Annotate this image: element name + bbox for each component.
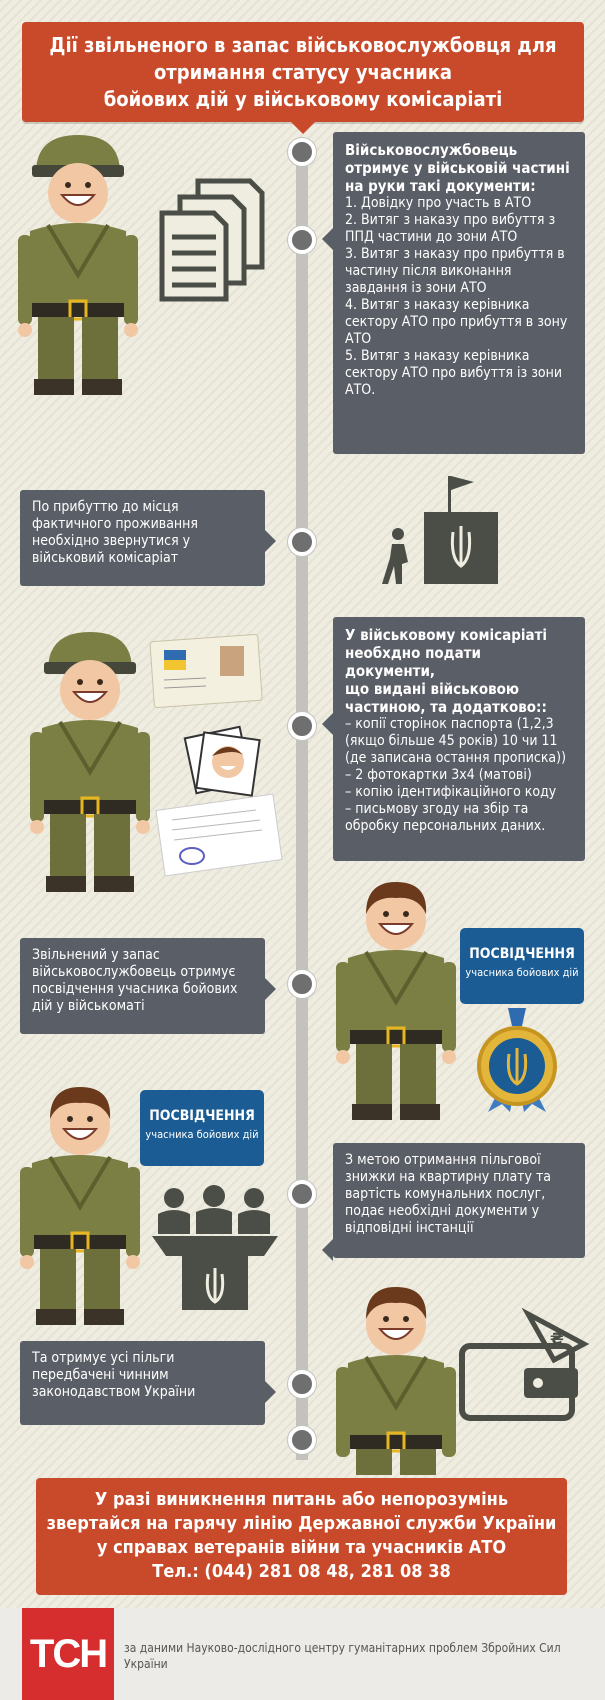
step3-heading: необхдно подати документи, xyxy=(345,644,481,680)
step6-text: Та отримує усі пільги передбачені чинним… xyxy=(32,1350,196,1400)
step4-info-box: Звільнений у запас військовослужбовець о… xyxy=(20,938,276,1034)
step1-heading: Військовослужбовець xyxy=(345,141,518,159)
certificate-card: ПОСВІДЧЕННЯ учасника бойових дій xyxy=(140,1090,264,1166)
soldier-illustration xyxy=(336,1287,456,1475)
hotline-banner: У разі виникнення питань або непорозумін… xyxy=(36,1478,567,1595)
step1-info-box: Військовослужбовець отримує у військовій… xyxy=(322,132,585,454)
step1-item: 3. Витяг з наказу про прибуття в частину… xyxy=(345,246,565,296)
consent-form-icon xyxy=(155,793,283,877)
title-line-2: отримання статусу учасника xyxy=(153,60,453,84)
timeline-dot xyxy=(288,138,316,166)
timeline-dot xyxy=(288,1370,316,1398)
wallet-icon: ₴ xyxy=(459,1307,590,1421)
source-note: за даними Науково-дослідного центру гума… xyxy=(124,1641,561,1671)
step3-item: – письмову згоду на збір та обробку перс… xyxy=(345,801,546,834)
soldier-illustration xyxy=(20,1087,140,1325)
hotline-line: звертайся на гарячу лінію Державної служ… xyxy=(46,1513,557,1534)
title-line-3: бойових дій у військовому комісаріаті xyxy=(103,87,503,111)
documents-icon xyxy=(159,178,265,302)
timeline-dot xyxy=(288,1426,316,1454)
soldier-helmet-illustration xyxy=(18,135,138,395)
step4-text: Звільнений у запас військовослужбовець о… xyxy=(32,947,238,1014)
hotline-line: у справах ветеранів війни та учасників А… xyxy=(96,1537,507,1558)
step3-item: – 2 фотокартки 3х4 (матові) xyxy=(345,767,532,783)
certificate-card: ПОСВІДЧЕННЯ учасника бойових дій xyxy=(460,928,584,1004)
hotline-phone: Тел.: (044) 281 08 48, 281 08 38 xyxy=(152,1561,451,1582)
medal-icon xyxy=(477,1008,557,1112)
certificate-subtitle: учасника бойових дій xyxy=(145,1128,259,1141)
step5-info-box: З метою отримання пільгової знижки на кв… xyxy=(322,1143,585,1261)
step3-info-box: У військовому комісаріаті необхдно подат… xyxy=(322,617,585,861)
step3-item: – копію ідентифікаційного коду xyxy=(345,784,557,800)
timeline-dot xyxy=(288,528,316,556)
step2-text: По прибуттю до місця фактичного проживан… xyxy=(32,499,198,566)
timeline-dot xyxy=(288,970,316,998)
timeline-dot xyxy=(288,712,316,740)
timeline-dot xyxy=(288,1180,316,1208)
step1-heading: на руки такі документи: xyxy=(345,177,536,195)
officials-desk-icon xyxy=(152,1185,278,1310)
step1-item: 5. Витяг з наказу керівника сектору АТО … xyxy=(345,348,563,398)
certificate-title: ПОСВІДЧЕННЯ xyxy=(469,946,575,962)
step3-heading: У військовому комісаріаті xyxy=(345,626,548,644)
title-line-1: Дії звільненого в запас військовослужбов… xyxy=(49,33,557,57)
step3-item: – копії сторінок паспорта (1,2,3 (якщо б… xyxy=(345,716,566,766)
passport-icon xyxy=(149,634,263,708)
step1-heading: отримує у військовій частині xyxy=(345,159,570,177)
step3-heading: частиною, та додатково:: xyxy=(345,698,547,716)
step3-heading: що видані військовою xyxy=(345,680,520,698)
page-title: Дії звільненого в запас військовослужбов… xyxy=(22,22,584,134)
timeline-dot xyxy=(288,226,316,254)
photo-cards-icon xyxy=(183,725,261,797)
step5-text: З метою отримання пільгової знижки на кв… xyxy=(345,1152,552,1236)
hotline-line: У разі виникнення питань або непорозумін… xyxy=(94,1489,509,1510)
step6-info-box: Та отримує усі пільги передбачені чинним… xyxy=(20,1341,276,1425)
certificate-title: ПОСВІДЧЕННЯ xyxy=(149,1108,255,1124)
step1-item: 1. Довідку про участь в АТО xyxy=(345,195,532,211)
step1-item: 4. Витяг з наказу керівника сектору АТО … xyxy=(345,297,568,347)
commissariat-building-icon xyxy=(382,476,498,584)
soldier-helmet-illustration xyxy=(30,632,150,892)
certificate-subtitle: учасника бойових дій xyxy=(465,966,579,979)
timeline-line xyxy=(296,140,308,1460)
step2-info-box: По прибуттю до місця фактичного проживан… xyxy=(20,490,276,586)
soldier-illustration xyxy=(336,882,456,1120)
step1-item: 2. Витяг з наказу про вибуття з ППД част… xyxy=(345,212,556,245)
tsn-logo: ТСН xyxy=(22,1608,114,1700)
